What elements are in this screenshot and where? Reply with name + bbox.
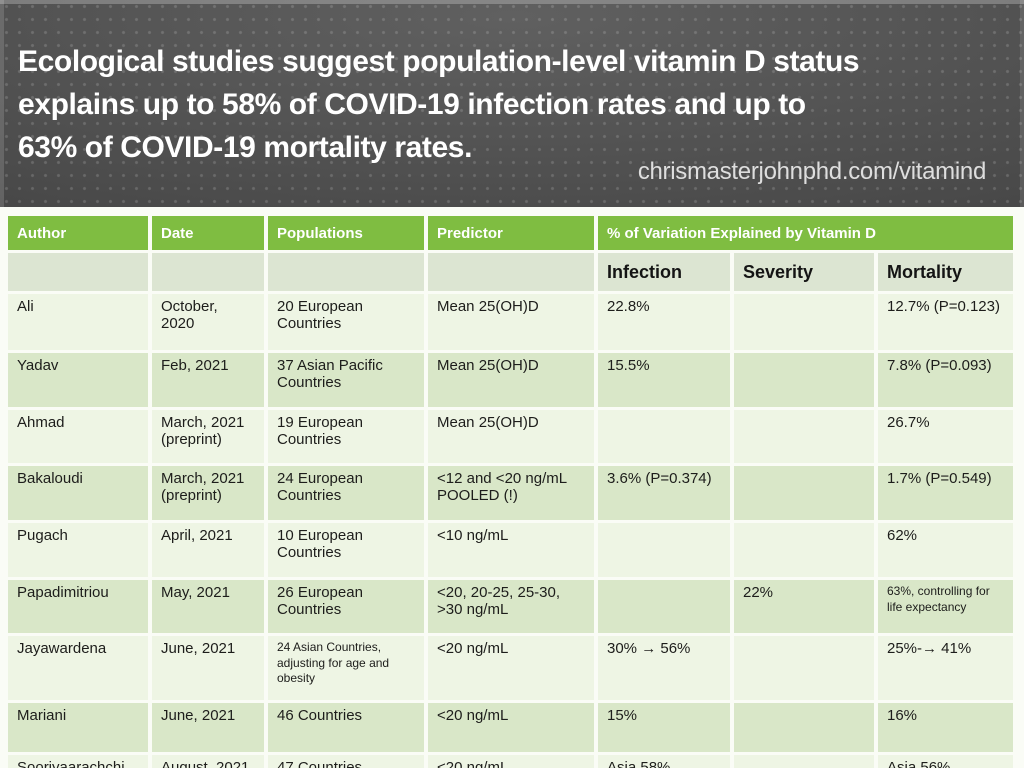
infection-cell: 22.8% [598,294,730,350]
title-line-3: 63% of COVID-19 mortality rates. [18,131,473,164]
populations-cell: 37 Asian Pacific Countries [268,353,424,407]
subheader-spacer [428,253,594,291]
predictor-cell: <20 ng/mL [428,636,594,700]
col-header-author: Author [8,216,148,250]
mortality-cell: 63%, controlling for life expectancy [878,580,1014,633]
subheader-spacer [8,253,148,291]
date-cell: June, 2021 [152,636,264,700]
severity-cell [734,410,874,463]
subheader-spacer [152,253,264,291]
predictor-cell: <20 ng/mL [428,755,594,768]
table-row: Ahmad March, 2021 (preprint) 19 European… [8,410,1014,463]
infection-cell: 15.5% [598,353,730,407]
col-header-populations: Populations [268,216,424,250]
author-cell: Bakaloudi [8,466,148,520]
infection-cell [598,523,730,577]
date-cell: June, 2021 [152,703,264,752]
predictor-cell: <10 ng/mL [428,523,594,577]
date-cell: April, 2021 [152,523,264,577]
severity-cell [734,703,874,752]
title-banner: Ecological studies suggest population-le… [0,0,1024,207]
severity-cell [734,466,874,520]
table-row: Papadimitriou May, 2021 26 European Coun… [8,580,1014,633]
table-subheader-row: Infection Severity Mortality [8,253,1014,291]
subcol-header-infection: Infection [598,253,730,291]
table-row: Yadav Feb, 2021 37 Asian Pacific Countri… [8,353,1014,407]
severity-cell [734,523,874,577]
severity-cell [734,294,874,350]
date-cell: March, 2021 (preprint) [152,410,264,463]
predictor-cell: <20, 20-25, 25-30, >30 ng/mL [428,580,594,633]
author-cell: Yadav [8,353,148,407]
author-cell: Mariani [8,703,148,752]
infection-cell [598,410,730,463]
mortality-cell: 7.8% (P=0.093) [878,353,1014,407]
subheader-spacer [268,253,424,291]
table-header-row: Author Date Populations Predictor % of V… [8,216,1014,250]
populations-cell: 10 European Countries [268,523,424,577]
col-header-date: Date [152,216,264,250]
infection-cell: 30% → 56% [598,636,730,700]
author-cell: Papadimitriou [8,580,148,633]
col-header-variation: % of Variation Explained by Vitamin D [598,216,1014,250]
populations-cell: 19 European Countries [268,410,424,463]
populations-cell: 24 European Countries [268,466,424,520]
populations-cell: 47 Countries [268,755,424,768]
table-row: Jayawardena June, 2021 24 Asian Countrie… [8,636,1014,700]
mortality-cell: 12.7% (P=0.123) [878,294,1014,350]
mortality-cell: Asia 56% Europe 18.5% [878,755,1014,768]
predictor-cell: Mean 25(OH)D [428,353,594,407]
slide-title: Ecological studies suggest population-le… [18,40,860,169]
infection-cell: 3.6% (P=0.374) [598,466,730,520]
mortality-cell: 16% [878,703,1014,752]
severity-cell [734,755,874,768]
title-line-2: explains up to 58% of COVID-19 infection… [18,88,806,121]
populations-cell: 24 Asian Countries, adjusting for age an… [268,636,424,700]
website-url: chrismasterjohnphd.com/vitamind [637,158,986,185]
populations-cell: 46 Countries [268,703,424,752]
table-row: Sooriyaarachchi August, 2021 47 Countrie… [8,755,1014,768]
populations-cell: 20 European Countries [268,294,424,350]
author-cell: Pugach [8,523,148,577]
date-cell: May, 2021 [152,580,264,633]
severity-cell [734,636,874,700]
table-row: Pugach April, 2021 10 European Countries… [8,523,1014,577]
table-row: Bakaloudi March, 2021 (preprint) 24 Euro… [8,466,1014,520]
date-cell: March, 2021 (preprint) [152,466,264,520]
author-cell: Jayawardena [8,636,148,700]
table-row: Ali October, 2020 20 European Countries … [8,294,1014,350]
subcol-header-severity: Severity [734,253,874,291]
studies-table-area: Author Date Populations Predictor % of V… [0,213,1024,768]
mortality-cell: 26.7% [878,410,1014,463]
col-header-predictor: Predictor [428,216,594,250]
mortality-cell: 1.7% (P=0.549) [878,466,1014,520]
severity-cell: 22% [734,580,874,633]
title-line-1: Ecological studies suggest population-le… [18,45,860,78]
date-cell: Feb, 2021 [152,353,264,407]
mortality-cell: 25%-→ 41% [878,636,1014,700]
table-row: Mariani June, 2021 46 Countries <20 ng/m… [8,703,1014,752]
severity-cell [734,353,874,407]
studies-table: Author Date Populations Predictor % of V… [4,213,1017,768]
subcol-header-mortality: Mortality [878,253,1014,291]
mortality-cell: 62% [878,523,1014,577]
predictor-cell: Mean 25(OH)D [428,294,594,350]
infection-cell [598,580,730,633]
predictor-cell: <12 and <20 ng/mL POOLED (!) [428,466,594,520]
date-cell: October, 2020 [152,294,264,350]
predictor-cell: Mean 25(OH)D [428,410,594,463]
author-cell: Ahmad [8,410,148,463]
infection-cell: Asia 58% Europe 14% [598,755,730,768]
infection-cell: 15% [598,703,730,752]
author-cell: Sooriyaarachchi [8,755,148,768]
author-cell: Ali [8,294,148,350]
date-cell: August, 2021 [152,755,264,768]
populations-cell: 26 European Countries [268,580,424,633]
predictor-cell: <20 ng/mL [428,703,594,752]
